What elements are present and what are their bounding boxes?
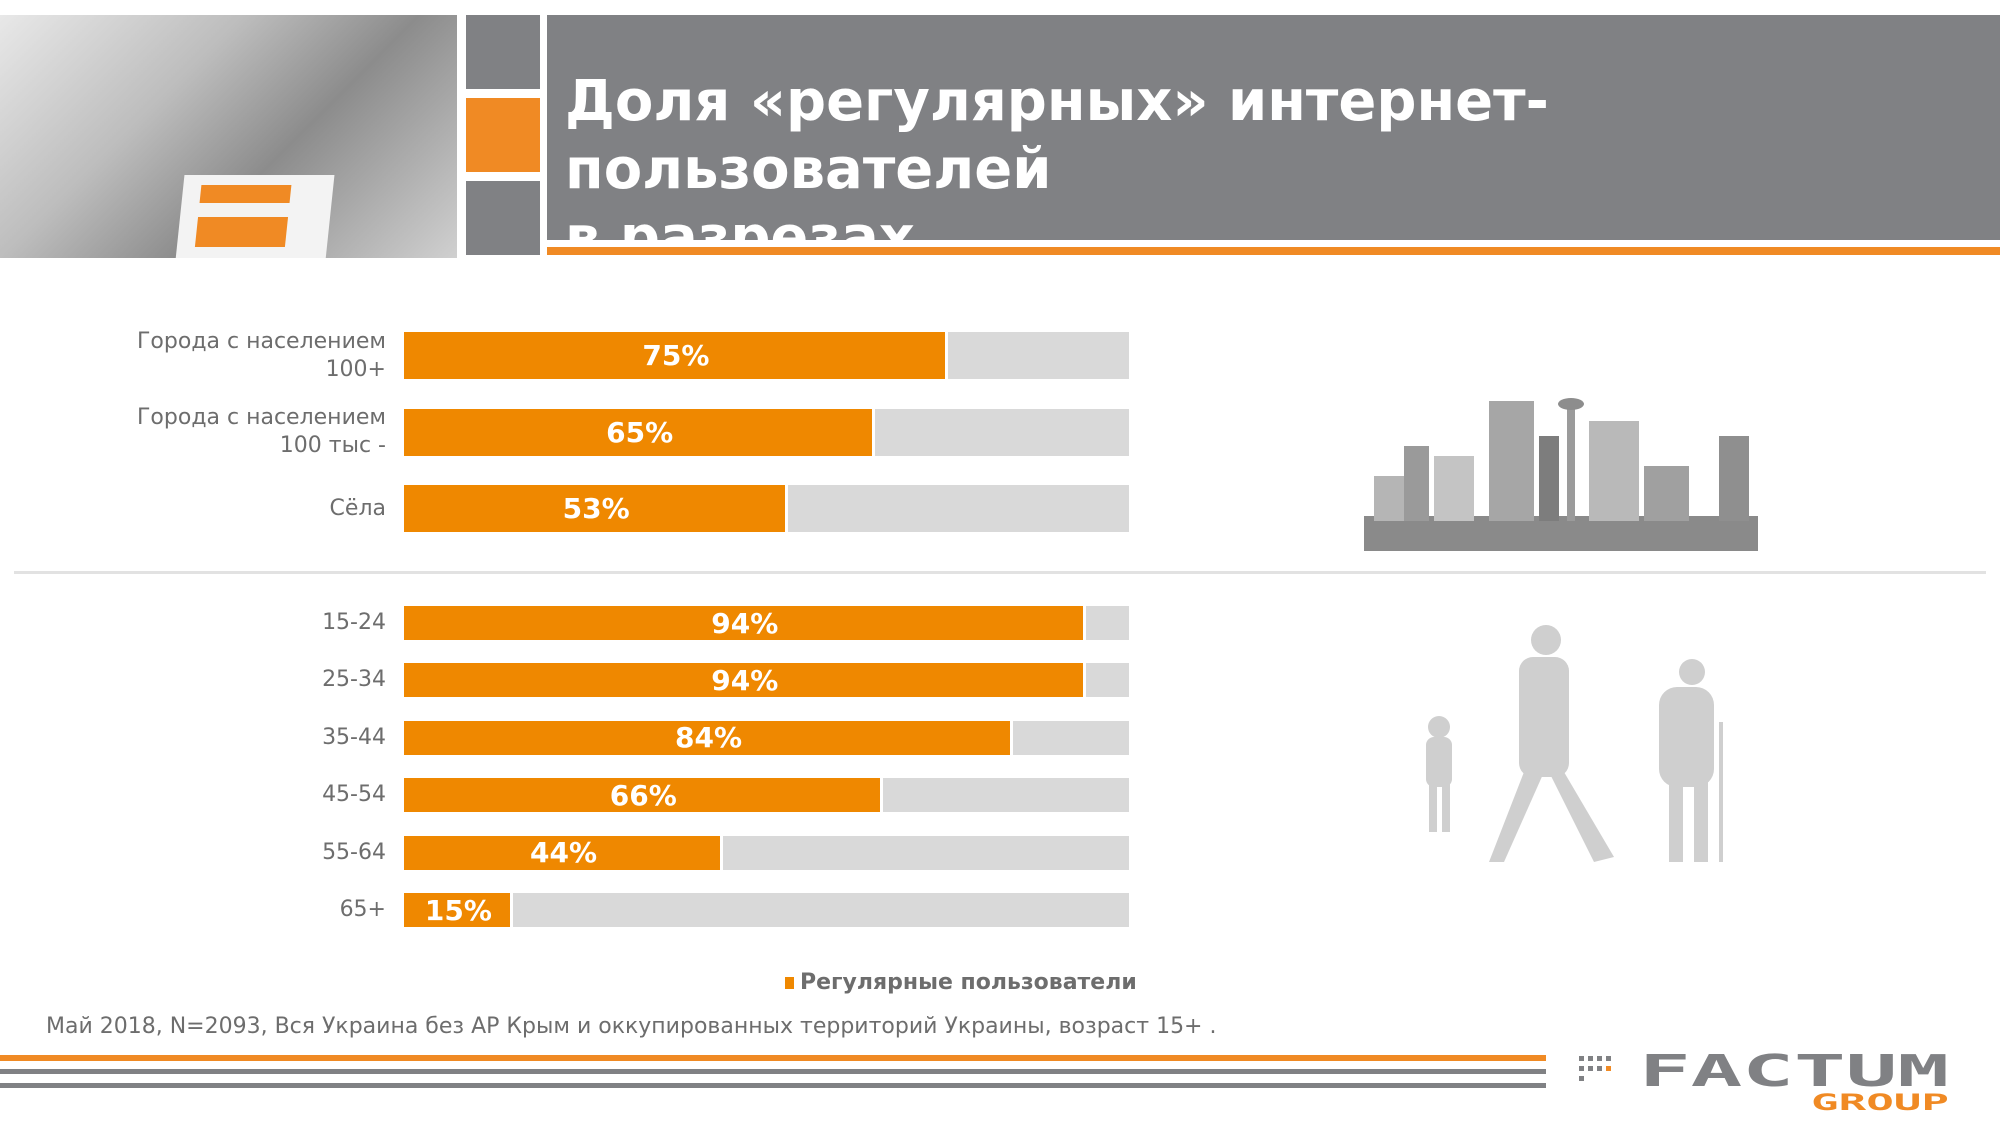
category-label: 65+ [339,897,386,922]
age-people-silhouettes [1426,625,1723,862]
decor-square-orange [466,98,540,172]
bar [404,893,513,927]
footnote: Май 2018, N=2093, Вся Украина без АР Кры… [46,1014,1217,1039]
header-photo [0,15,457,258]
data-label: 15% [424,893,492,927]
category-label: Города с населением 100+ [137,328,386,382]
data-label: 65% [606,415,674,449]
bar-track: 65% [404,408,1129,456]
footer-line-gray [0,1069,1546,1074]
bar [404,408,876,456]
data-label: 75% [642,339,710,372]
bar-track: 15% [404,893,1129,927]
category-label: Сёла [329,495,386,521]
bar [404,663,1086,698]
category-label: 25-34 [322,667,386,693]
chart-legend: Регулярные пользователи [785,970,1137,995]
title-underline [547,247,2000,255]
legend-label: Регулярные пользователи [800,970,1137,995]
category-label: 15-24 [322,610,386,635]
bar [404,332,948,379]
bar [404,606,1086,640]
page-title: Доля «регулярных» интернет-пользователей… [565,68,1985,272]
bar-track: 94% [404,606,1129,640]
bar [404,835,723,870]
category-label: 45-54 [322,782,386,808]
decor-square-gray [466,15,540,89]
bar-track: 75% [404,332,1129,379]
legend-swatch [785,976,794,989]
bar [404,485,789,532]
category-label: 55-64 [322,839,386,865]
data-label: 66% [609,778,677,812]
data-label: 53% [562,492,630,525]
title-panel [547,15,2000,240]
data-label: 94% [711,606,779,640]
bar-track: 44% [404,835,1129,870]
footer-line-gray [0,1083,1546,1088]
data-label: 94% [711,663,779,697]
section-divider [14,571,1986,574]
bar-track: 53% [404,485,1129,532]
bar-track: 94% [404,663,1129,698]
decor-square-gray [466,181,540,255]
city-skyline-image [1364,398,1758,551]
svg-text:GROUP: GROUP [1811,1091,1949,1112]
footer-line-orange [0,1055,1546,1061]
data-label: 44% [529,836,598,870]
title-line-2: в разрезах [565,205,915,270]
factum-group-logo: FACTUM GROUP [1579,1050,1949,1112]
category-label: Города с населением 100 тыс - [137,405,386,458]
bar-track: 66% [404,778,1129,813]
svg-text:FACTUM: FACTUM [1639,1050,1949,1097]
bar-track: 84% [404,720,1129,755]
category-label: 35-44 [322,724,386,750]
bar [404,720,1013,755]
data-label: 84% [674,721,743,755]
bar [404,778,883,813]
title-line-1: Доля «регулярных» интернет-пользователей [565,69,1549,202]
